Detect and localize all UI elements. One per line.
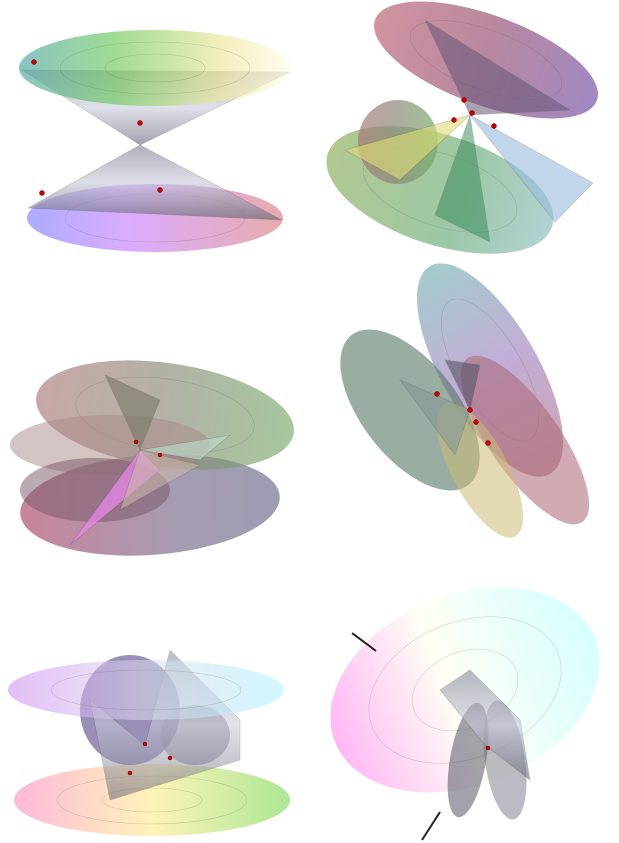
point <box>142 741 148 747</box>
point <box>137 120 143 126</box>
point <box>127 770 133 776</box>
lower-disc <box>14 764 290 836</box>
point <box>485 745 491 751</box>
cone <box>344 114 471 181</box>
point <box>434 391 440 397</box>
cones <box>439 669 531 781</box>
cone <box>424 19 572 116</box>
panel-steep-cones <box>340 263 590 538</box>
mesh <box>104 53 206 83</box>
disc <box>460 355 590 525</box>
cone <box>469 114 594 223</box>
panel-double-cone <box>19 30 291 252</box>
cone <box>104 374 161 451</box>
panel-large-disc <box>330 587 600 841</box>
point <box>157 187 163 193</box>
mesh <box>50 669 242 711</box>
cone <box>444 359 481 412</box>
point <box>167 755 173 761</box>
panel-flat-discs <box>8 649 290 836</box>
point <box>473 419 479 425</box>
point <box>469 110 475 116</box>
cone <box>434 114 491 243</box>
mesh <box>59 41 251 95</box>
cone <box>119 449 201 511</box>
point <box>157 452 163 458</box>
lower-cone <box>26 144 283 221</box>
point <box>133 439 139 445</box>
upper-disc <box>19 30 291 106</box>
needle <box>421 811 441 841</box>
panel-layered-cones <box>10 360 294 556</box>
mesh <box>101 787 203 813</box>
point <box>467 407 473 413</box>
point <box>451 117 457 123</box>
point <box>39 190 45 196</box>
point <box>491 123 497 129</box>
panel-tilted-cones <box>326 1 598 254</box>
point <box>31 59 37 65</box>
needle <box>351 632 377 652</box>
point <box>461 97 467 103</box>
point <box>485 440 491 446</box>
upper-disc <box>8 660 284 720</box>
cone <box>139 434 232 461</box>
mesh <box>362 147 518 233</box>
